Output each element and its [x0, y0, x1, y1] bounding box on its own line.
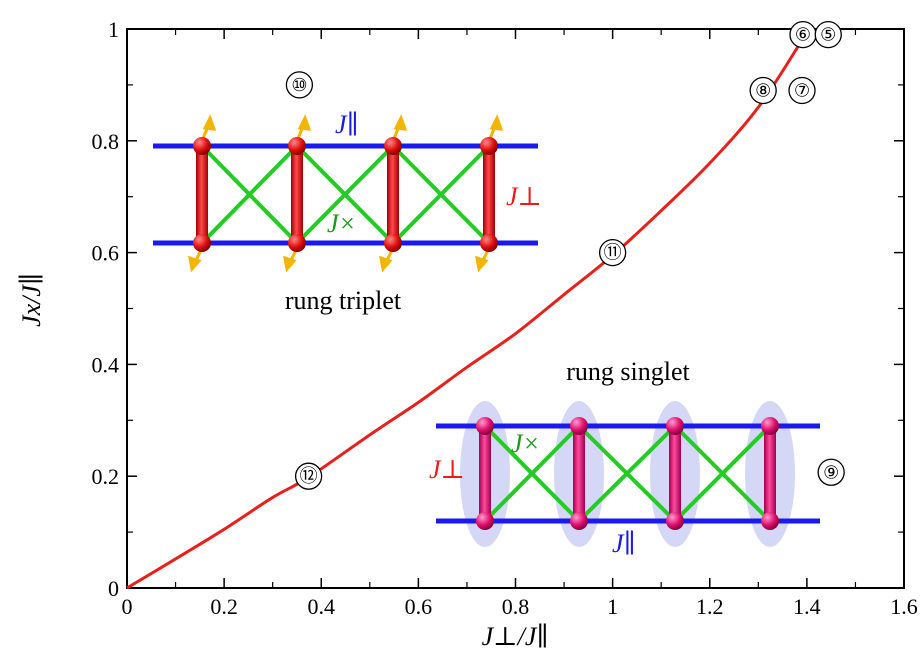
- x-tick-label: 0.4: [308, 594, 336, 619]
- ladder-singlet-cross-bonds: [483, 424, 772, 523]
- region-label-rung-triplet: rung triplet: [285, 286, 402, 315]
- ladder-triplet-cross-bonds: [200, 144, 491, 245]
- point-marker-label: ⑫: [300, 466, 318, 486]
- x-tick-label: 0.6: [405, 594, 433, 619]
- y-tick-label: 0.2: [92, 464, 120, 489]
- y-tick-label: 0.8: [92, 129, 120, 154]
- triplet-j-perp-label: J⊥: [506, 182, 542, 211]
- singlet-j-perp-label: J⊥: [429, 455, 465, 484]
- y-tick-label: 1: [108, 17, 119, 42]
- y-tick-label: 0: [108, 576, 119, 601]
- point-marker-label: ⑧: [755, 80, 771, 100]
- point-marker-label: ⑩: [291, 75, 307, 95]
- ladder-singlet-legs: [436, 423, 820, 524]
- axis-ticks: [126, 28, 905, 589]
- point-marker-label: ⑥: [795, 25, 811, 45]
- point-marker: ⑤: [814, 20, 842, 49]
- x-tick-label: 0.2: [210, 594, 238, 619]
- ladder-singlet-spheres: [476, 417, 779, 530]
- point-marker-label: ⑦: [794, 80, 810, 100]
- region-label-rung-singlet: rung singlet: [566, 357, 690, 386]
- singlet-j-parallel-label: J∥: [612, 529, 636, 558]
- point-marker-label: ⑪: [604, 243, 622, 263]
- point-marker-label: ⑨: [823, 462, 839, 482]
- point-marker-circle: [749, 76, 777, 105]
- x-axis-label: J⊥/J∥: [482, 622, 549, 651]
- point-marker-circle: [817, 458, 845, 486]
- ladder-singlet-inset: J∥ J⊥ J×: [429, 401, 820, 558]
- point-marker: ⑥: [789, 20, 817, 49]
- point-marker-circle: [814, 20, 842, 49]
- x-tick-label: 1.4: [793, 594, 821, 619]
- ladder-singlet-rungs: [479, 426, 776, 521]
- axis-tick-labels: 0 0.2 0.4 0.6 0.8 1 1.2 1.4 1.6 0 0.2 0.4 0.6 0.8 1: [92, 17, 918, 619]
- ladder-triplet-rungs: [196, 146, 495, 243]
- point-marker-circle: [285, 71, 314, 99]
- point-marker: ⑧: [749, 76, 777, 105]
- point-marker: ⑦: [788, 76, 816, 105]
- x-tick-label: 1: [607, 594, 618, 619]
- series-line: [126, 39, 804, 590]
- ladder-triplet-spheres: [193, 137, 498, 252]
- point-marker-circle: [294, 462, 323, 490]
- point-marker: ⑨: [817, 458, 845, 486]
- y-tick-label: 0.6: [92, 241, 120, 266]
- point-marker: ⑫: [294, 462, 323, 490]
- singlet-j-cross-label: J×: [511, 429, 540, 458]
- point-marker-circle: [598, 238, 627, 267]
- point-marker: ⑪: [598, 238, 627, 267]
- y-tick-label: 0.4: [92, 352, 120, 377]
- x-tick-label: 1.2: [696, 594, 724, 619]
- triplet-j-cross-label: J×: [327, 209, 356, 238]
- x-tick-label: 1.6: [890, 594, 918, 619]
- point-marker-circle: [788, 76, 816, 105]
- y-axis-label: Jx/J∥: [17, 273, 46, 327]
- point-marker: ⑩: [285, 71, 314, 99]
- ladder-triplet-legs: [153, 143, 538, 246]
- triplet-j-parallel-label: J∥: [335, 110, 359, 139]
- point-markers: ⑥ ⑤ ⑧ ⑦ ⑩ ⑪ ⑫ ⑨: [285, 20, 845, 490]
- x-tick-label: 0.8: [502, 594, 530, 619]
- x-tick-label: 0: [122, 594, 133, 619]
- ladder-triplet-inset: J∥ J⊥ J×: [153, 110, 542, 273]
- point-marker-label: ⑤: [820, 25, 836, 45]
